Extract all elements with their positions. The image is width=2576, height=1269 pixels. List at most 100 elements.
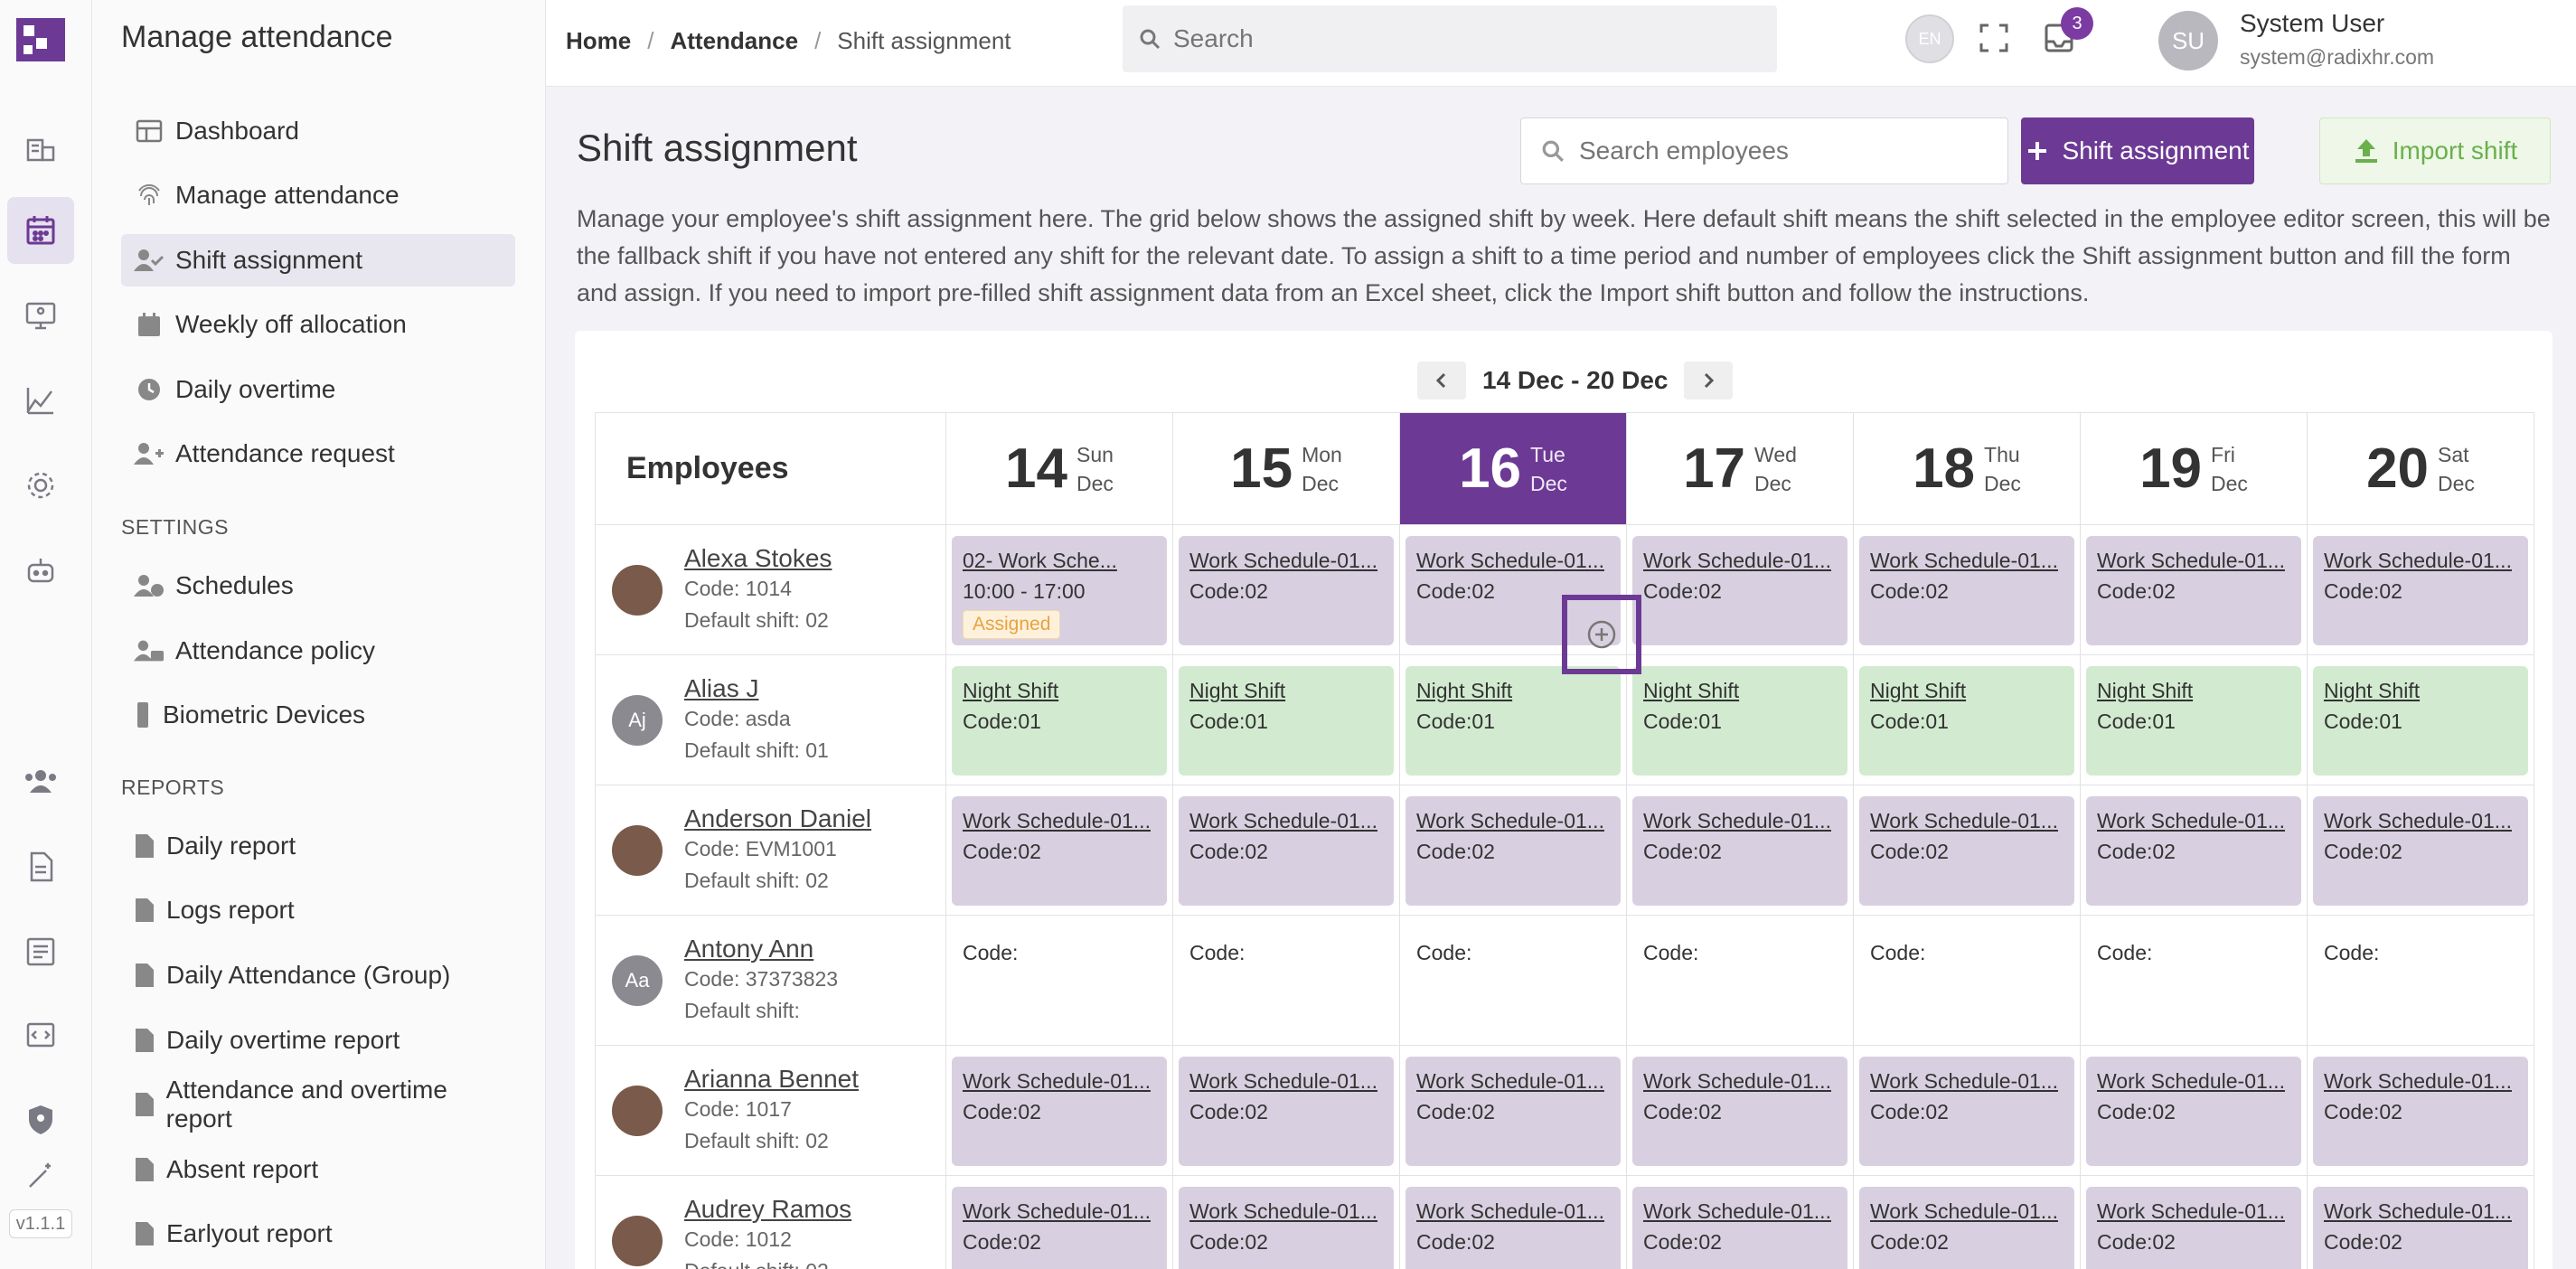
shift-block[interactable]: Work Schedule-01... Code:02 xyxy=(1406,1187,1621,1269)
sidebar-item-daily-overtime[interactable]: Daily overtime xyxy=(121,363,515,416)
shift-block[interactable]: Work Schedule-01... Code:02 xyxy=(1859,1187,2074,1269)
shift-cell[interactable]: Work Schedule-01... Code:02 xyxy=(1173,785,1400,916)
shift-name-link[interactable]: Work Schedule-01... xyxy=(1189,809,1377,832)
shift-name-link[interactable]: Work Schedule-01... xyxy=(2324,809,2512,832)
employee-name-link[interactable]: Antony Ann xyxy=(684,934,814,963)
shift-cell[interactable]: Work Schedule-01... Code:02 xyxy=(946,1176,1173,1269)
shift-name-link[interactable]: Work Schedule-01... xyxy=(1643,1069,1831,1093)
shift-name-link[interactable]: Night Shift xyxy=(2324,679,2421,702)
sidebar-item-daily-attendance-group[interactable]: Daily Attendance (Group) xyxy=(121,949,515,1001)
shift-block[interactable]: Work Schedule-01... Code:02 xyxy=(1406,796,1621,906)
shift-name-link[interactable]: Work Schedule-01... xyxy=(1416,549,1604,572)
shift-name-link[interactable]: Work Schedule-01... xyxy=(1643,809,1831,832)
calendar-icon[interactable] xyxy=(7,197,74,264)
shift-block[interactable]: Work Schedule-01... Code:02 xyxy=(952,1057,1167,1166)
shift-name-link[interactable]: Work Schedule-01... xyxy=(2324,1199,2512,1223)
shift-cell[interactable]: Work Schedule-01... Code:02 xyxy=(1400,525,1627,655)
shift-cell[interactable]: Work Schedule-01... Code:02 xyxy=(1627,1046,1854,1176)
shift-name-link[interactable]: Work Schedule-01... xyxy=(1870,549,2058,572)
shift-cell[interactable]: Code: xyxy=(1173,916,1400,1046)
shift-cell[interactable]: Work Schedule-01... Code:02 xyxy=(2081,525,2308,655)
sidebar-item-daily-report[interactable]: Daily report xyxy=(121,820,515,872)
shift-cell[interactable]: Code: xyxy=(2081,916,2308,1046)
employee-name-link[interactable]: Alexa Stokes xyxy=(684,543,832,572)
shift-block[interactable]: 02- Work Sche... 10:00 - 17:00 Assigned xyxy=(952,536,1167,645)
import-shift-button[interactable]: Import shift xyxy=(2319,118,2551,184)
shift-cell[interactable]: Work Schedule-01... Code:02 xyxy=(2081,1046,2308,1176)
sidebar-item-dashboard[interactable]: Dashboard xyxy=(121,105,515,157)
shift-cell[interactable]: Work Schedule-01... Code:02 xyxy=(1173,525,1400,655)
shift-name-link[interactable]: Work Schedule-01... xyxy=(1643,549,1831,572)
shift-name-link[interactable]: Work Schedule-01... xyxy=(1189,1069,1377,1093)
shift-cell[interactable]: Work Schedule-01... Code:02 xyxy=(1854,785,2081,916)
shift-block[interactable]: Work Schedule-01... Code:02 xyxy=(1859,1057,2074,1166)
shift-block[interactable]: Work Schedule-01... Code:02 xyxy=(2086,1057,2301,1166)
users-icon[interactable] xyxy=(20,761,61,803)
shift-cell[interactable]: Work Schedule-01... Code:02 xyxy=(1627,525,1854,655)
shift-block[interactable]: Work Schedule-01... Code:02 xyxy=(1632,1187,1847,1269)
add-shift-button[interactable] xyxy=(1562,595,1641,674)
shift-block[interactable]: Work Schedule-01... Code:02 xyxy=(1632,796,1847,906)
shift-block[interactable]: Work Schedule-01... Code:02 xyxy=(1179,796,1394,906)
shift-name-link[interactable]: Work Schedule-01... xyxy=(1643,1199,1831,1223)
shift-block[interactable]: Work Schedule-01... Code:02 xyxy=(2086,796,2301,906)
shift-block[interactable]: Work Schedule-01... Code:02 xyxy=(1632,1057,1847,1166)
shift-block[interactable]: Night Shift Code:01 xyxy=(1406,666,1621,776)
shift-cell[interactable]: Code: xyxy=(2308,916,2534,1046)
shift-name-link[interactable]: Work Schedule-01... xyxy=(1870,1069,2058,1093)
shift-block[interactable]: Work Schedule-01... Code:02 xyxy=(952,796,1167,906)
shift-cell[interactable]: Work Schedule-01... Code:02 xyxy=(1854,1046,2081,1176)
list-icon[interactable] xyxy=(20,931,61,973)
employee-name-link[interactable]: Audrey Ramos xyxy=(684,1194,852,1223)
shift-block[interactable]: Work Schedule-01... Code:02 xyxy=(2313,536,2528,645)
sidebar-item-attendance-request[interactable]: Attendance request xyxy=(121,428,515,480)
sidebar-item-biometric-devices[interactable]: Biometric Devices xyxy=(121,689,515,741)
shift-block[interactable]: Night Shift Code:01 xyxy=(1179,666,1394,776)
shift-cell[interactable]: Code: xyxy=(1627,916,1854,1046)
shift-block[interactable]: Night Shift Code:01 xyxy=(2086,666,2301,776)
shift-name-link[interactable]: Work Schedule-01... xyxy=(1416,1069,1604,1093)
robot-icon[interactable] xyxy=(20,550,61,591)
shift-block[interactable]: Night Shift Code:01 xyxy=(1632,666,1847,776)
shift-cell[interactable]: Night Shift Code:01 xyxy=(946,655,1173,785)
sidebar-item-logs-report[interactable]: Logs report xyxy=(121,884,515,936)
shield-icon[interactable] xyxy=(20,1099,61,1141)
shift-block[interactable]: Work Schedule-01... Code:02 xyxy=(1179,1187,1394,1269)
shift-block[interactable]: Work Schedule-01... Code:02 xyxy=(952,1187,1167,1269)
shift-block[interactable]: Work Schedule-01... Code:02 xyxy=(1632,536,1847,645)
language-switcher[interactable]: EN xyxy=(1905,14,1954,63)
sidebar-item-absent-report[interactable]: Absent report xyxy=(121,1143,515,1196)
shift-cell[interactable]: Work Schedule-01... Code:02 xyxy=(2308,1046,2534,1176)
shift-cell[interactable]: Work Schedule-01... Code:02 xyxy=(1854,1176,2081,1269)
shift-name-link[interactable]: Night Shift xyxy=(2097,679,2194,702)
shift-name-link[interactable]: 02- Work Sche... xyxy=(963,549,1117,572)
shift-cell[interactable]: Night Shift Code:01 xyxy=(1400,655,1627,785)
shift-block[interactable]: Work Schedule-01... Code:02 xyxy=(2313,1187,2528,1269)
shift-block[interactable]: Night Shift Code:01 xyxy=(952,666,1167,776)
shift-block[interactable]: Work Schedule-01... Code:02 xyxy=(2313,796,2528,906)
shift-block[interactable]: Work Schedule-01... Code:02 xyxy=(2086,536,2301,645)
shift-block[interactable]: Work Schedule-01... Code:02 xyxy=(1406,1057,1621,1166)
sidebar-item-manage-attendance[interactable]: Manage attendance xyxy=(121,169,515,221)
shift-cell[interactable]: Work Schedule-01... Code:02 xyxy=(2308,1176,2534,1269)
employee-name-link[interactable]: Anderson Daniel xyxy=(684,804,872,832)
shift-block[interactable]: Work Schedule-01... Code:02 xyxy=(2313,1057,2528,1166)
gear-icon[interactable] xyxy=(20,465,61,506)
shift-cell[interactable]: Work Schedule-01... Code:02 xyxy=(2081,1176,2308,1269)
shift-assignment-button[interactable]: Shift assignment xyxy=(2021,118,2254,184)
shift-name-link[interactable]: Work Schedule-01... xyxy=(1416,1199,1604,1223)
sidebar-item-attendance-policy[interactable]: Attendance policy xyxy=(121,625,515,677)
shift-cell[interactable]: Night Shift Code:01 xyxy=(2081,655,2308,785)
shift-cell[interactable]: Work Schedule-01... Code:02 xyxy=(2308,525,2534,655)
magic-wand-icon[interactable] xyxy=(20,1155,61,1197)
shift-cell[interactable]: Work Schedule-01... Code:02 xyxy=(1400,1176,1627,1269)
shift-name-link[interactable]: Work Schedule-01... xyxy=(2324,1069,2512,1093)
shift-cell[interactable]: Work Schedule-01... Code:02 xyxy=(1627,785,1854,916)
shift-name-link[interactable]: Work Schedule-01... xyxy=(1870,1199,2058,1223)
shift-cell[interactable]: 02- Work Sche... 10:00 - 17:00 Assigned xyxy=(946,525,1173,655)
global-search[interactable] xyxy=(1123,5,1777,72)
shift-name-link[interactable]: Work Schedule-01... xyxy=(1416,809,1604,832)
employee-name-link[interactable]: Arianna Bennet xyxy=(684,1064,860,1093)
prev-week-button[interactable] xyxy=(1417,362,1466,400)
sidebar-item-shift-assignment[interactable]: Shift assignment xyxy=(121,234,515,287)
